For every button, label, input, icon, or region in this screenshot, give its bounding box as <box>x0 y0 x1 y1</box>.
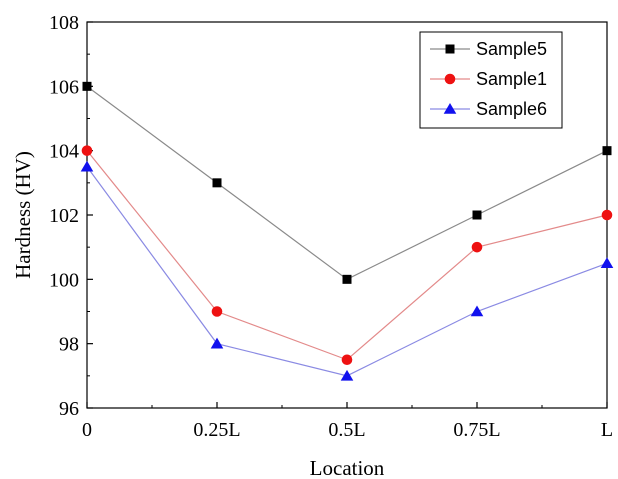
y-tick-label: 102 <box>49 205 79 227</box>
data-point <box>81 145 93 156</box>
x-tick-label: 0.25L <box>193 419 240 441</box>
axes: 96 98 100 102 104 106 108 0 0.25L 0.5L 0.75L L <box>49 12 613 441</box>
series-sample6 <box>80 160 614 381</box>
x-tick-label: 0.5L <box>328 419 365 441</box>
y-tick-label: 98 <box>59 334 79 356</box>
y-axis-title: Hardness (HV) <box>11 151 35 279</box>
data-point <box>80 160 94 172</box>
legend-item: Sample5 <box>430 39 547 59</box>
data-point <box>82 81 92 91</box>
legend-marker <box>444 73 456 85</box>
legend-label: Sample5 <box>476 39 547 59</box>
x-axis-title: Location <box>310 456 385 479</box>
x-tick-label: L <box>601 419 613 441</box>
legend-marker <box>445 44 455 54</box>
data-point <box>472 210 482 220</box>
data-point <box>342 274 352 284</box>
y-tick-label: 96 <box>59 398 79 420</box>
data-point <box>470 305 484 317</box>
legend-item: Sample6 <box>430 99 547 119</box>
data-point <box>210 337 224 349</box>
legend-box <box>419 31 563 129</box>
data-point <box>601 209 613 221</box>
legend-label: Sample1 <box>476 69 547 89</box>
series-line <box>86 166 608 377</box>
series-sample5 <box>82 81 612 284</box>
legend-label: Sample6 <box>476 99 547 119</box>
data-point <box>602 146 612 156</box>
x-tick-label: 0.75L <box>453 419 500 441</box>
data-point <box>340 369 354 381</box>
data-point <box>212 178 222 188</box>
legend-marker <box>443 103 457 114</box>
legend-item: Sample1 <box>430 69 547 89</box>
x-tick-label: 0 <box>82 419 92 441</box>
series-sample1 <box>81 145 613 366</box>
series-line <box>86 150 608 361</box>
y-tick-label: 104 <box>49 141 79 163</box>
y-tick-label: 108 <box>49 12 79 34</box>
data-point <box>341 354 353 366</box>
data-point <box>471 241 483 253</box>
y-tick-label: 100 <box>49 269 79 291</box>
series-group <box>80 81 614 381</box>
data-point <box>600 257 614 269</box>
data-point <box>211 306 223 317</box>
legend: Sample5 Sample1 Sample6 <box>419 31 563 129</box>
y-tick-label: 106 <box>49 76 79 98</box>
